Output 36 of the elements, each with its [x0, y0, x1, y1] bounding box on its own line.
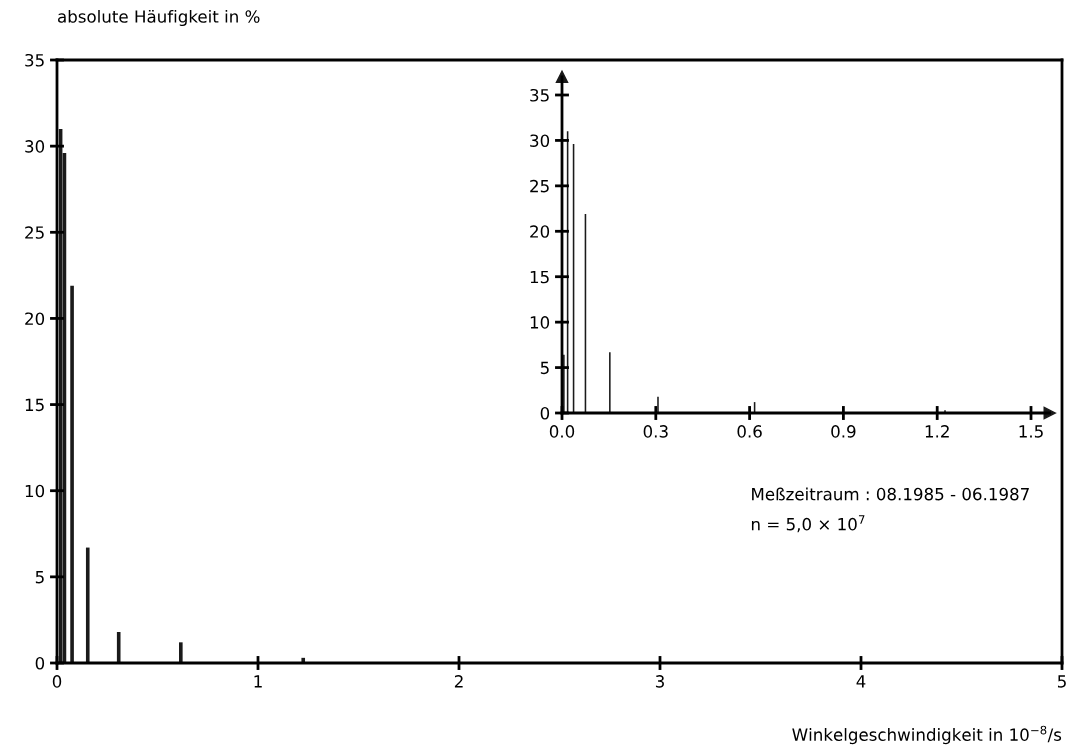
- y-tick-label: 10: [25, 484, 45, 498]
- annotation: n = 5,0 × 10$^{7}$: [751, 515, 865, 533]
- bar: [70, 285, 74, 663]
- x-tick-label: 5: [1057, 675, 1066, 688]
- y-tick-label: 5: [540, 361, 549, 375]
- x-tick-label: 4: [856, 675, 866, 688]
- x-tick-label: 1: [254, 675, 262, 688]
- x-tick-label: 0.9: [831, 425, 856, 438]
- y-tick-label: 35: [530, 88, 549, 102]
- annotation: Meßzeitraum : 08.1985 - 06.1987: [752, 487, 1029, 501]
- x-tick-label: 3: [655, 675, 664, 688]
- bar: [179, 642, 183, 663]
- y-axis-title: absolute Häufigkeit in %: [58, 9, 260, 27]
- x-tick-label: 0.6: [737, 425, 762, 438]
- x-axis-title: Winkelgeschwindigkeit in 10$^{−8}$/s: [792, 725, 1062, 745]
- x-tick-label: 0.3: [643, 425, 668, 438]
- x-tick-label: 1.5: [1019, 425, 1043, 438]
- bar: [116, 631, 121, 663]
- y-tick-label: 25: [25, 226, 44, 239]
- x-tick-label: 1.2: [925, 425, 949, 438]
- bar: [85, 547, 90, 663]
- y-tick-label: 35: [25, 53, 44, 67]
- y-tick-label: 0: [540, 406, 550, 420]
- x-tick-label: 0: [52, 675, 62, 688]
- y-tick-label: 10: [530, 316, 550, 329]
- y-tick-label: 15: [25, 398, 44, 412]
- x-tick-label: 2: [454, 675, 463, 688]
- y-tick-label: 15: [530, 270, 549, 284]
- y-tick-label: 25: [530, 179, 549, 193]
- y-tick-label: 5: [35, 571, 44, 584]
- y-tick-label: 0: [35, 656, 45, 670]
- y-tick-label: 30: [530, 134, 550, 147]
- y-tick-label: 30: [25, 140, 45, 153]
- x-tick-label: 0.0: [549, 425, 575, 438]
- y-tick-label: 20: [25, 312, 45, 325]
- y-tick-label: 20: [530, 225, 550, 238]
